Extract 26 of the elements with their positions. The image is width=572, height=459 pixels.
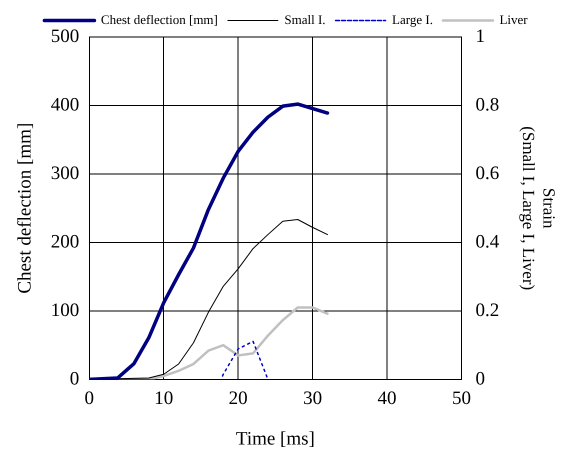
legend-label: Small I. (284, 12, 326, 27)
line-series (222, 340, 269, 380)
y-tick-label: 500 (50, 26, 80, 47)
y2-tick-label: 0.8 (475, 94, 500, 116)
y-tick-label: 400 (50, 94, 80, 116)
x-tick-label: 20 (228, 388, 248, 409)
y2-tick-label: 0.4 (475, 231, 500, 252)
x-tick-label: 40 (378, 388, 397, 409)
legend-label: Chest deflection [mm] (100, 12, 218, 27)
y-tick-label: 300 (50, 162, 80, 184)
y2-tick-label: 1 (475, 26, 485, 47)
y2-tick-label: 0 (475, 368, 485, 390)
y-axis-title: Chest deflection [mm] (14, 122, 36, 294)
x-tick-label: 0 (84, 388, 94, 409)
legend-label: Large I. (392, 12, 433, 27)
y2-tick-label: 0.6 (475, 162, 500, 184)
y-tick-label: 200 (50, 231, 80, 252)
x-tick-label: 30 (303, 388, 322, 409)
x-tick-label: 50 (452, 388, 471, 409)
legend-label: Liver (499, 12, 528, 27)
y2-tick-label: 0.2 (475, 300, 500, 321)
x-tick-label: 10 (154, 388, 174, 409)
y-tick-label: 0 (70, 368, 80, 390)
y2-axis-title: Strain (Small I, Large I, Liver) (518, 126, 558, 290)
y-tick-label: 100 (50, 300, 80, 321)
x-axis-title: Time [ms] (236, 428, 315, 450)
